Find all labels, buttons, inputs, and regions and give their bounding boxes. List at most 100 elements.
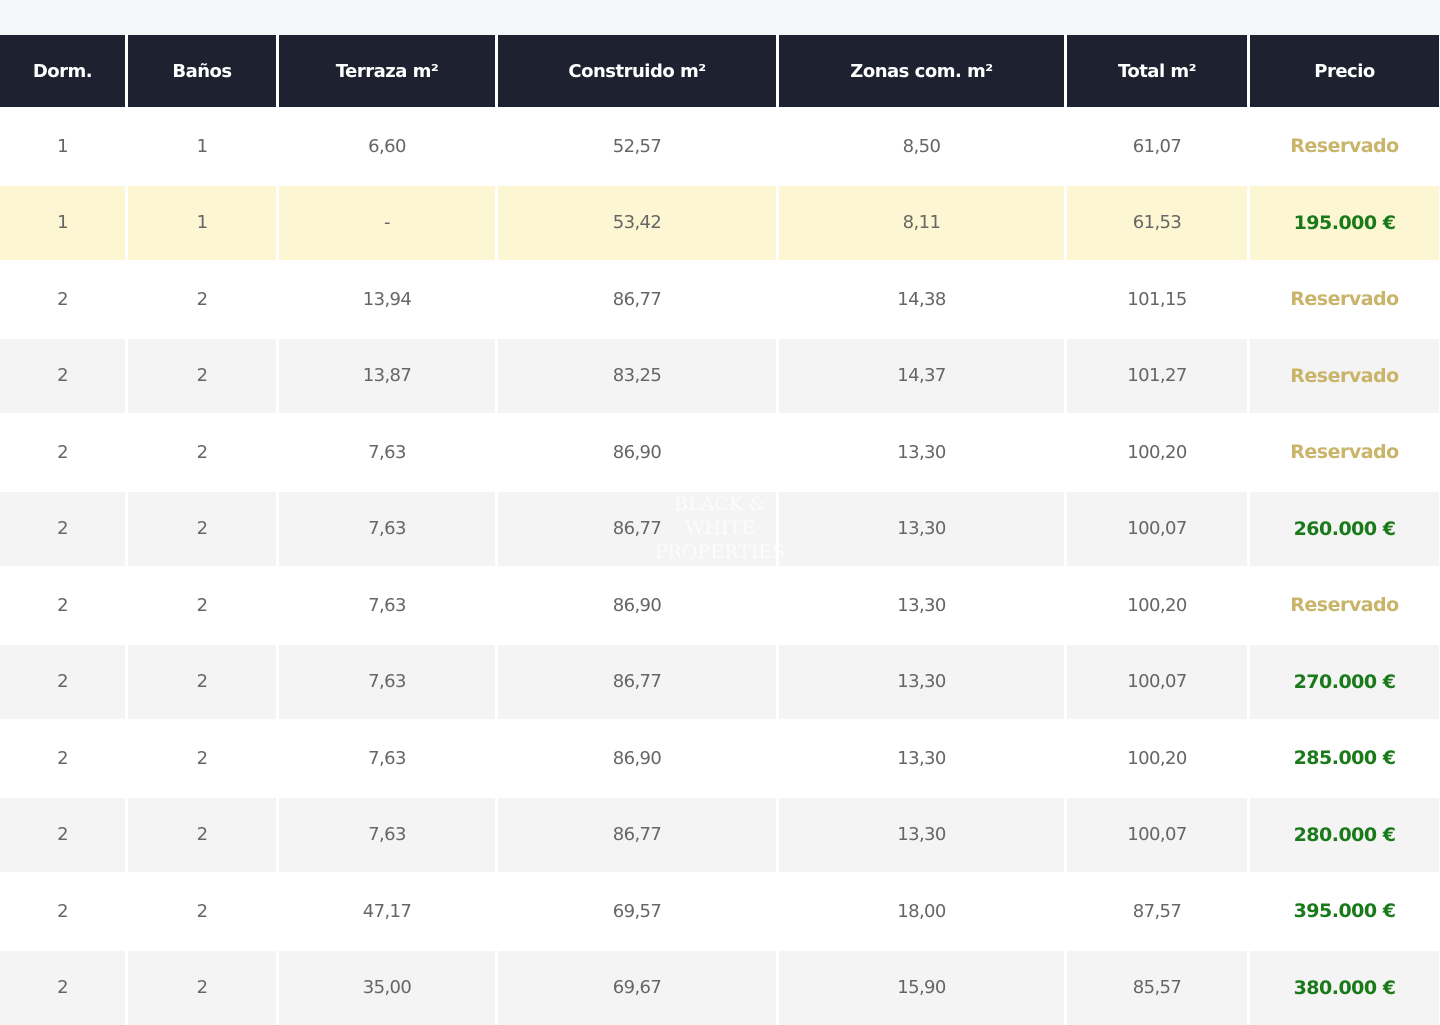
- cell-banos: 2: [128, 798, 276, 873]
- cell-banos: 2: [128, 339, 276, 414]
- cell-zonas-com: 13,30: [779, 798, 1064, 873]
- cell-terraza: 13,94: [279, 262, 495, 337]
- cell-total: 87,57: [1067, 874, 1247, 949]
- cell-zonas-com: 8,50: [779, 109, 1064, 184]
- price-value: 195.000 €: [1250, 186, 1439, 261]
- price-value: 280.000 €: [1250, 798, 1439, 873]
- cell-dorm: 2: [0, 645, 125, 720]
- cell-dorm: 1: [0, 186, 125, 261]
- cell-dorm: 2: [0, 798, 125, 873]
- cell-banos: 2: [128, 492, 276, 567]
- cell-total: 101,27: [1067, 339, 1247, 414]
- cell-terraza: 7,63: [279, 568, 495, 643]
- cell-construido: 86,77: [498, 262, 776, 337]
- header-total: Total m²: [1067, 35, 1247, 107]
- header-terraza: Terraza m²: [279, 35, 495, 107]
- price-reserved: Reservado: [1250, 415, 1439, 490]
- cell-banos: 1: [128, 186, 276, 261]
- header-banos: Baños: [128, 35, 276, 107]
- price-value: 395.000 €: [1250, 874, 1439, 949]
- cell-dorm: 1: [0, 109, 125, 184]
- cell-construido: 86,90: [498, 568, 776, 643]
- cell-banos: 2: [128, 415, 276, 490]
- cell-total: 101,15: [1067, 262, 1247, 337]
- price-reserved: Reservado: [1250, 568, 1439, 643]
- cell-banos: 2: [128, 721, 276, 796]
- cell-zonas-com: 13,30: [779, 415, 1064, 490]
- price-value: 285.000 €: [1250, 721, 1439, 796]
- cell-terraza: 6,60: [279, 109, 495, 184]
- cell-zonas-com: 13,30: [779, 568, 1064, 643]
- cell-terraza: 47,17: [279, 874, 495, 949]
- cell-zonas-com: 14,37: [779, 339, 1064, 414]
- cell-total: 61,07: [1067, 109, 1247, 184]
- cell-construido: 86,77: [498, 645, 776, 720]
- header-precio: Precio: [1250, 35, 1439, 107]
- cell-terraza: -: [279, 186, 495, 261]
- cell-dorm: 2: [0, 568, 125, 643]
- cell-zonas-com: 15,90: [779, 951, 1064, 1025]
- cell-terraza: 7,63: [279, 798, 495, 873]
- cell-dorm: 2: [0, 262, 125, 337]
- cell-terraza: 35,00: [279, 951, 495, 1025]
- cell-total: 100,20: [1067, 415, 1247, 490]
- cell-dorm: 2: [0, 492, 125, 567]
- cell-total: 100,07: [1067, 798, 1247, 873]
- price-value: 260.000 €: [1250, 492, 1439, 567]
- cell-zonas-com: 18,00: [779, 874, 1064, 949]
- cell-terraza: 13,87: [279, 339, 495, 414]
- cell-construido: 86,77: [498, 492, 776, 567]
- cell-construido: 86,90: [498, 721, 776, 796]
- header-construido: Construido m²: [498, 35, 776, 107]
- cell-zonas-com: 13,30: [779, 721, 1064, 796]
- cell-banos: 2: [128, 568, 276, 643]
- cell-total: 85,57: [1067, 951, 1247, 1025]
- cell-banos: 2: [128, 262, 276, 337]
- cell-total: 100,20: [1067, 568, 1247, 643]
- price-reserved: Reservado: [1250, 109, 1439, 184]
- cell-construido: 52,57: [498, 109, 776, 184]
- cell-construido: 86,90: [498, 415, 776, 490]
- header-zonas-com: Zonas com. m²: [779, 35, 1064, 107]
- cell-dorm: 2: [0, 874, 125, 949]
- cell-terraza: 7,63: [279, 415, 495, 490]
- price-value: 270.000 €: [1250, 645, 1439, 720]
- cell-terraza: 7,63: [279, 492, 495, 567]
- cell-total: 100,07: [1067, 492, 1247, 567]
- cell-zonas-com: 13,30: [779, 492, 1064, 567]
- price-reserved: Reservado: [1250, 262, 1439, 337]
- header-dorm: Dorm.: [0, 35, 125, 107]
- cell-construido: 69,57: [498, 874, 776, 949]
- cell-dorm: 2: [0, 951, 125, 1025]
- cell-banos: 1: [128, 109, 276, 184]
- cell-total: 100,07: [1067, 645, 1247, 720]
- price-reserved: Reservado: [1250, 339, 1439, 414]
- cell-banos: 2: [128, 951, 276, 1025]
- cell-terraza: 7,63: [279, 645, 495, 720]
- cell-construido: 53,42: [498, 186, 776, 261]
- cell-total: 61,53: [1067, 186, 1247, 261]
- cell-terraza: 7,63: [279, 721, 495, 796]
- cell-dorm: 2: [0, 339, 125, 414]
- cell-construido: 86,77: [498, 798, 776, 873]
- cell-zonas-com: 14,38: [779, 262, 1064, 337]
- cell-zonas-com: 8,11: [779, 186, 1064, 261]
- price-value: 380.000 €: [1250, 951, 1439, 1025]
- cell-total: 100,20: [1067, 721, 1247, 796]
- cell-dorm: 2: [0, 415, 125, 490]
